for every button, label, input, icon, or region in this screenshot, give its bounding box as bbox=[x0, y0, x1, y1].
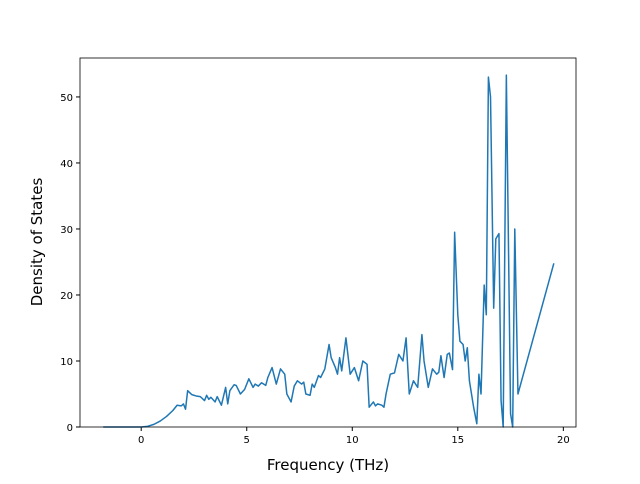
x-tick-label: 15 bbox=[451, 435, 464, 446]
x-tick-label: 0 bbox=[138, 435, 144, 446]
plot-frame bbox=[79, 57, 577, 428]
y-tick-label: 0 bbox=[67, 423, 73, 434]
x-tick-label: 20 bbox=[557, 435, 570, 446]
data-line bbox=[103, 74, 555, 428]
x-tick-label: 5 bbox=[244, 435, 250, 446]
x-axis-label: Frequency (THz) bbox=[267, 456, 389, 474]
y-tick-label: 30 bbox=[60, 225, 73, 236]
y-tick-label: 10 bbox=[60, 357, 73, 368]
y-tick-label: 20 bbox=[60, 291, 73, 302]
x-tick-label: 10 bbox=[346, 435, 359, 446]
y-axis-label: Density of States bbox=[28, 178, 46, 307]
y-tick-label: 50 bbox=[60, 93, 73, 104]
y-tick-label: 40 bbox=[60, 159, 73, 170]
